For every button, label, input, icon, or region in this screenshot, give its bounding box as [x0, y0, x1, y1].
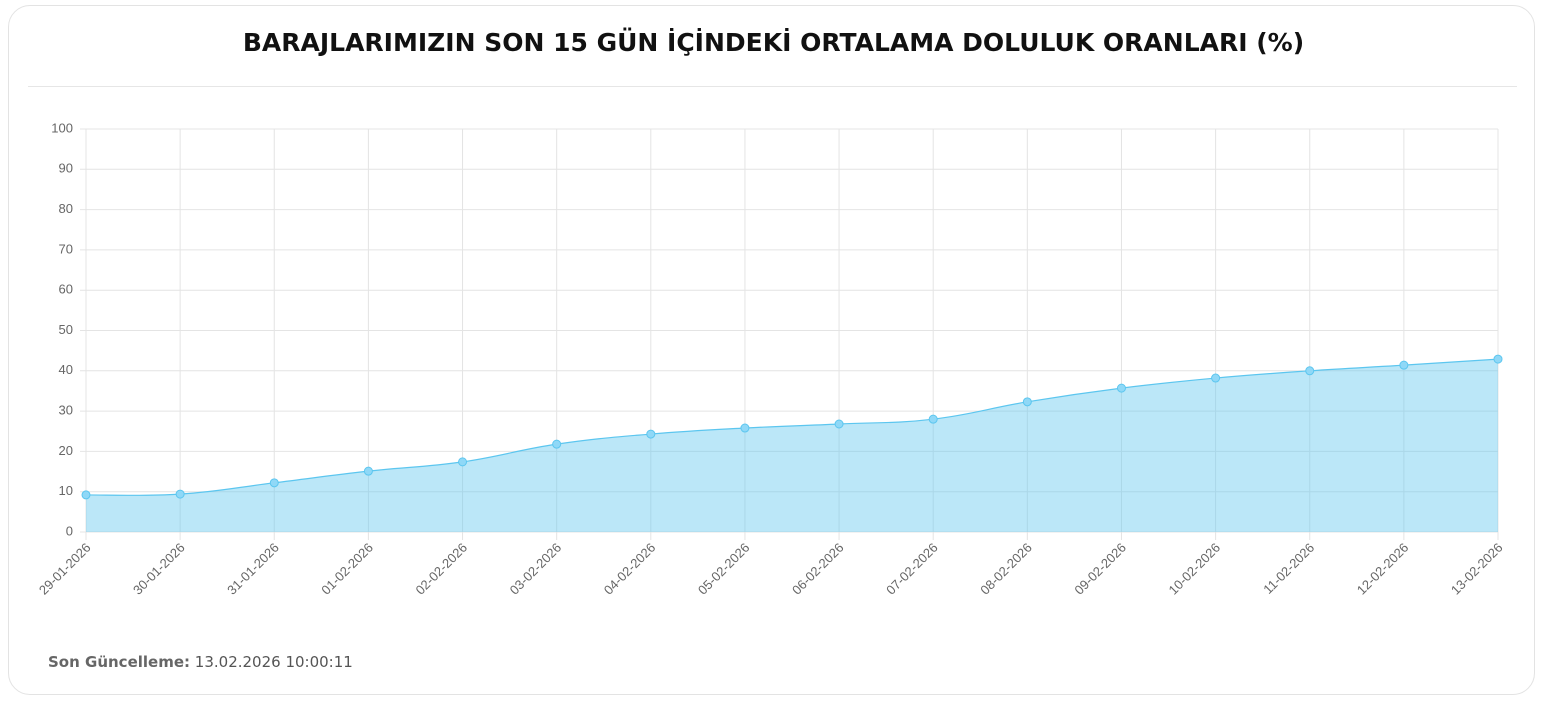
line: [85, 358, 1499, 496]
y-tick-label: 20: [59, 443, 73, 458]
x-tick-label: 02-02-2026: [412, 540, 470, 598]
footer-label: Son Güncelleme:: [48, 653, 191, 671]
x-tick-label: 11-02-2026: [1260, 540, 1317, 597]
x-tick-label: 30-01-2026: [130, 540, 188, 598]
x-tick-label: 07-02-2026: [883, 540, 941, 598]
point: [1305, 366, 1315, 376]
area: [86, 359, 1498, 532]
point: [458, 457, 468, 467]
point: [1399, 360, 1409, 370]
y-tick-label: 60: [59, 282, 73, 297]
point: [834, 419, 844, 429]
point: [81, 490, 91, 500]
y-tick-label: 80: [59, 201, 73, 216]
y-tick-label: 40: [59, 362, 73, 377]
x-tick-label: 12-02-2026: [1354, 540, 1412, 598]
separator: [28, 86, 1517, 87]
x-tick-label: 13-02-2026: [1448, 540, 1506, 598]
y-tick-label: 100: [51, 120, 73, 135]
point: [1211, 373, 1221, 383]
x-tick-label: 10-02-2026: [1166, 540, 1224, 598]
x-tick-label: 29-01-2026: [36, 540, 94, 598]
y-tick-label: 30: [59, 403, 73, 418]
x-tick-label: 09-02-2026: [1071, 540, 1129, 598]
point: [1022, 397, 1032, 407]
point: [175, 489, 185, 499]
point: [269, 478, 279, 488]
footer-value: 13.02.2026 10:00:11: [194, 653, 353, 671]
x-tick-label: 03-02-2026: [507, 540, 565, 598]
card: [8, 5, 1535, 695]
point: [646, 429, 656, 439]
point: [552, 439, 562, 449]
x-tick-label: 31-01-2026: [224, 540, 282, 598]
y-tick-label: 0: [66, 523, 73, 538]
x-tick-label: 05-02-2026: [695, 540, 753, 598]
point: [740, 423, 750, 433]
x-tick-label: 01-02-2026: [318, 540, 376, 598]
chart-title: BARAJLARIMIZIN SON 15 GÜN İÇİNDEKİ ORTAL…: [242, 28, 1305, 57]
y-tick-label: 50: [59, 322, 73, 337]
x-tick-label: 04-02-2026: [601, 540, 659, 598]
x-tick-label: 06-02-2026: [789, 540, 847, 598]
y-tick-label: 10: [59, 483, 73, 498]
point: [1116, 383, 1126, 393]
footer: Son Güncelleme: 13.02.2026 10:00:11: [48, 653, 353, 671]
point: [1493, 354, 1503, 364]
x-tick-label: 08-02-2026: [977, 540, 1035, 598]
point: [928, 414, 938, 424]
y-tick-label: 70: [59, 241, 73, 256]
point: [363, 466, 373, 476]
y-tick-label: 90: [59, 161, 73, 176]
